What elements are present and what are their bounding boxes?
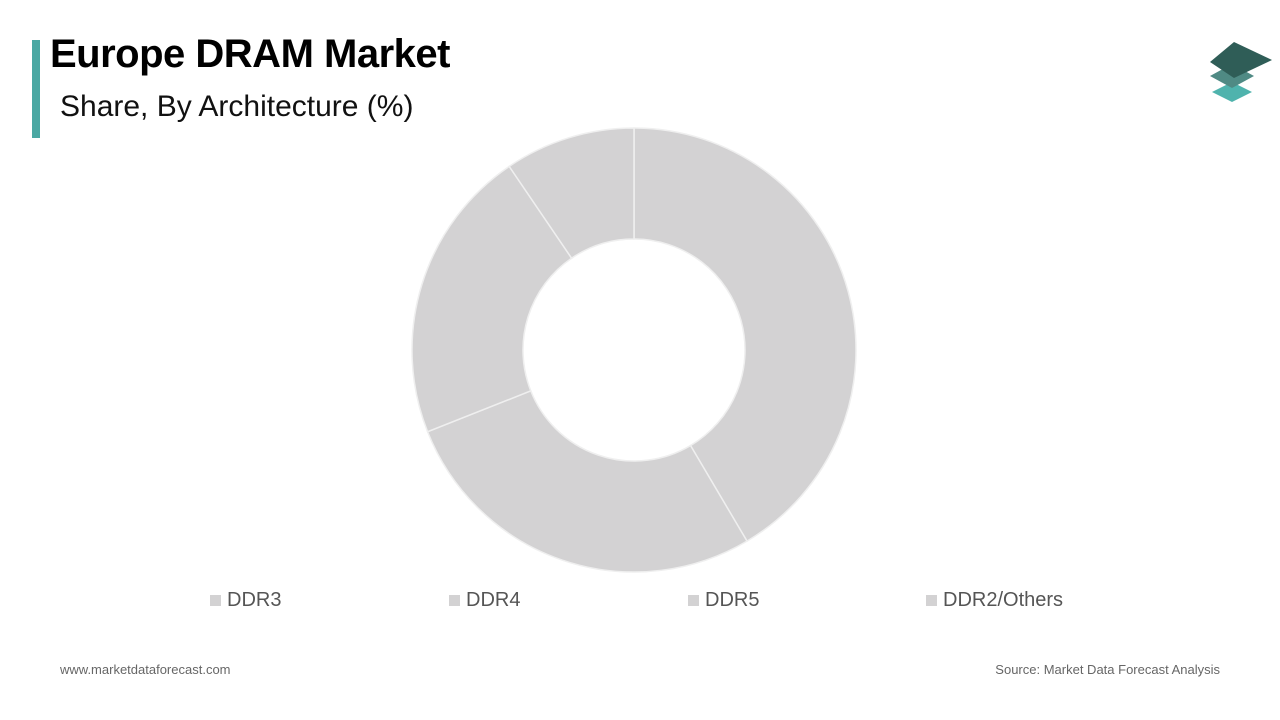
legend-swatch [926, 594, 937, 606]
donut-slice-ddr2-others [508, 127, 635, 260]
source-note: Source: Market Data Forecast Analysis [995, 662, 1220, 677]
legend-swatch [449, 594, 460, 606]
website-url: www.marketdataforecast.com [60, 662, 231, 677]
logo-bottom-layer [1212, 82, 1252, 102]
legend-swatch [210, 594, 221, 606]
legend-label: DDR3 [227, 588, 282, 611]
logo-top-layer [1210, 42, 1272, 78]
title-accent-bar [32, 40, 40, 138]
legend-swatch [688, 594, 699, 606]
legend-item-ddr5: DDR5 [688, 586, 759, 614]
legend-label: DDR2/Others [943, 588, 1064, 611]
chart-subtitle: Share, By Architecture (%) [60, 90, 414, 123]
legend-label: DDR4 [466, 588, 521, 611]
chart-title: Europe DRAM Market [50, 32, 450, 76]
legend-item-ddr4: DDR4 [449, 586, 520, 614]
chart-legend: DDR3 DDR4 DDR5 DDR2/Others [0, 586, 1280, 614]
donut-slice-ddr3 [633, 127, 857, 543]
donut-slices [411, 127, 857, 573]
legend-item-ddr3: DDR3 [210, 586, 281, 614]
legend-item-ddr2-others: DDR2/Others [926, 586, 1063, 614]
stacked-layers-logo-icon [1210, 42, 1272, 102]
donut-slice-ddr4 [426, 389, 749, 573]
legend-label: DDR5 [705, 588, 760, 611]
donut-slice-ddr5 [411, 165, 573, 433]
